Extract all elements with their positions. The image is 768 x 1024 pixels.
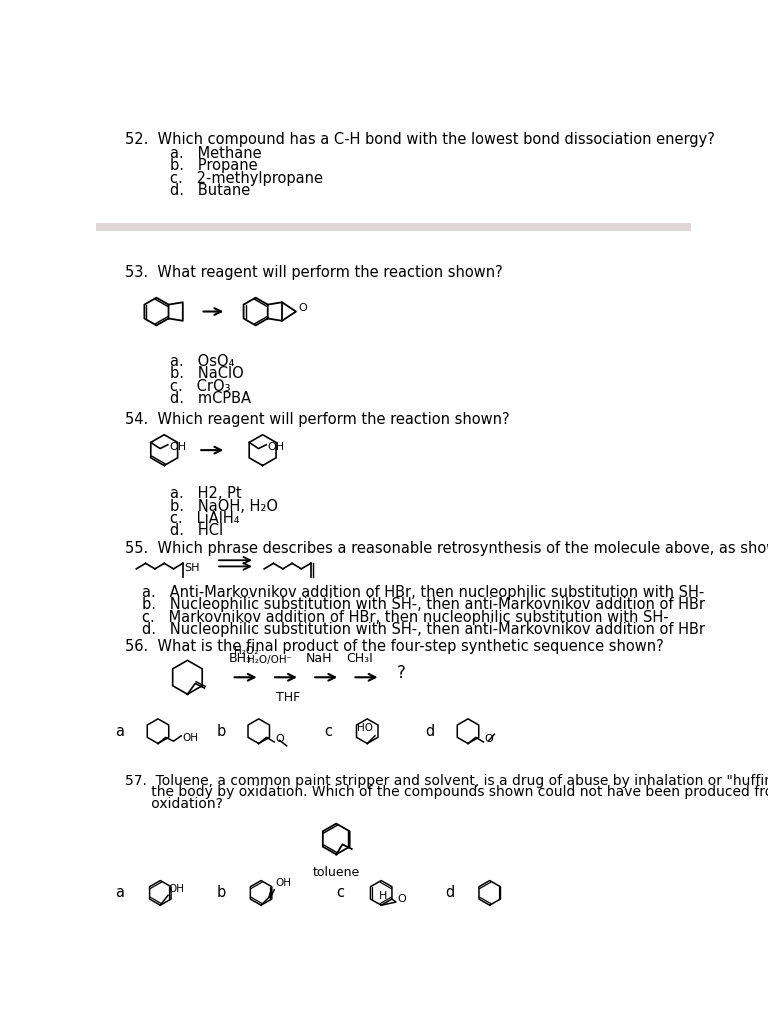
Text: b: b <box>216 886 225 900</box>
Text: c.   LiAlH₄: c. LiAlH₄ <box>170 511 239 526</box>
Text: a.   Anti-Markovnikov addition of HBr, then nucleophilic substitution with SH-: a. Anti-Markovnikov addition of HBr, the… <box>143 585 705 600</box>
Text: BH₃: BH₃ <box>229 652 252 665</box>
Text: a.   Methane: a. Methane <box>170 146 261 161</box>
Text: 53.  What reagent will perform the reaction shown?: 53. What reagent will perform the reacti… <box>125 265 503 281</box>
Text: ?: ? <box>397 665 406 682</box>
Text: HO: HO <box>357 724 373 733</box>
Text: OH: OH <box>183 733 199 743</box>
Text: b.   NaOH, H₂O: b. NaOH, H₂O <box>170 499 277 514</box>
Text: a: a <box>115 886 124 900</box>
Text: OH: OH <box>169 884 185 894</box>
Text: b: b <box>216 724 225 738</box>
Text: NaH: NaH <box>306 652 333 665</box>
Text: c: c <box>336 886 344 900</box>
Text: CH₃I: CH₃I <box>346 652 373 665</box>
Text: d.   mCPBA: d. mCPBA <box>170 391 250 406</box>
Text: 56.  What is the final product of the four-step synthetic sequence shown?: 56. What is the final product of the fou… <box>125 639 664 653</box>
Text: c: c <box>325 724 333 738</box>
Text: O: O <box>275 734 283 743</box>
Text: THF: THF <box>276 691 300 705</box>
Text: b.   Propane: b. Propane <box>170 159 257 173</box>
Text: H₂O/OH⁻: H₂O/OH⁻ <box>247 655 293 665</box>
Text: d: d <box>425 724 435 738</box>
Text: 57.  Toluene, a common paint stripper and solvent, is a drug of abuse by inhalat: 57. Toluene, a common paint stripper and… <box>125 773 768 787</box>
Text: 54.  Which reagent will perform the reaction shown?: 54. Which reagent will perform the react… <box>125 412 510 427</box>
Text: d: d <box>445 886 454 900</box>
Text: d.   HCl: d. HCl <box>170 523 223 539</box>
Text: OH: OH <box>170 442 187 453</box>
Text: O: O <box>485 734 493 743</box>
Text: a: a <box>115 724 124 738</box>
Text: a.   OsO₄: a. OsO₄ <box>170 354 234 369</box>
Text: O: O <box>397 894 406 904</box>
Text: a.   H2, Pt: a. H2, Pt <box>170 486 241 502</box>
Text: b.   NaClO: b. NaClO <box>170 367 243 381</box>
Text: 55.  Which phrase describes a reasonable retrosynthesis of the molecule above, a: 55. Which phrase describes a reasonable … <box>125 541 768 556</box>
Text: O: O <box>298 303 307 313</box>
Text: OH: OH <box>275 879 291 888</box>
Text: H₂O₂·: H₂O₂· <box>234 646 262 655</box>
Text: SH: SH <box>184 563 200 573</box>
Bar <box>96 223 691 230</box>
Text: 52.  Which compound has a C-H bond with the lowest bond dissociation energy?: 52. Which compound has a C-H bond with t… <box>125 132 715 147</box>
Text: the body by oxidation. Which of the compounds shown could not have been produced: the body by oxidation. Which of the comp… <box>125 785 768 799</box>
Text: d.   Nucleophilic substitution with SH-, then anti-Markovnikov addition of HBr: d. Nucleophilic substitution with SH-, t… <box>143 622 706 637</box>
Text: OH: OH <box>268 442 285 453</box>
Text: toluene: toluene <box>313 866 360 879</box>
Text: H: H <box>379 891 387 901</box>
Text: c.   Markovnikov addition of HBr, then nucleophilic substitution with SH-: c. Markovnikov addition of HBr, then nuc… <box>143 609 669 625</box>
Text: d.   Butane: d. Butane <box>170 183 250 198</box>
Text: c.   2-methylpropane: c. 2-methylpropane <box>170 171 323 185</box>
Text: oxidation?: oxidation? <box>125 797 223 811</box>
Text: c.   CrO₃: c. CrO₃ <box>170 379 230 393</box>
Text: b.   Nucleophilic substitution with SH-, then anti-Markovnikov addition of HBr: b. Nucleophilic substitution with SH-, t… <box>143 597 706 612</box>
